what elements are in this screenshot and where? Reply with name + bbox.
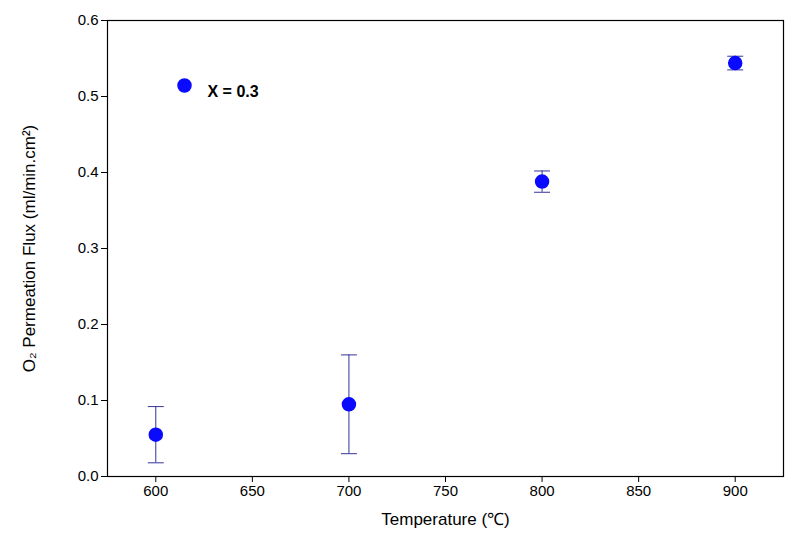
svg-text:0.0: 0.0 <box>78 467 99 484</box>
svg-text:0.4: 0.4 <box>78 163 99 180</box>
svg-text:Temperature (℃): Temperature (℃) <box>381 510 509 529</box>
svg-text:O₂ Permeation Flux (ml/min.cm²: O₂ Permeation Flux (ml/min.cm²) <box>20 125 39 372</box>
svg-text:800: 800 <box>530 482 555 499</box>
svg-text:750: 750 <box>433 482 458 499</box>
svg-text:0.6: 0.6 <box>78 11 99 28</box>
svg-text:X = 0.3: X = 0.3 <box>208 83 259 100</box>
svg-text:0.1: 0.1 <box>78 391 99 408</box>
svg-text:0.3: 0.3 <box>78 239 99 256</box>
svg-text:650: 650 <box>240 482 265 499</box>
svg-text:600: 600 <box>143 482 168 499</box>
svg-text:900: 900 <box>723 482 748 499</box>
svg-text:0.2: 0.2 <box>78 315 99 332</box>
svg-text:700: 700 <box>336 482 361 499</box>
svg-text:0.5: 0.5 <box>78 87 99 104</box>
svg-text:850: 850 <box>626 482 651 499</box>
